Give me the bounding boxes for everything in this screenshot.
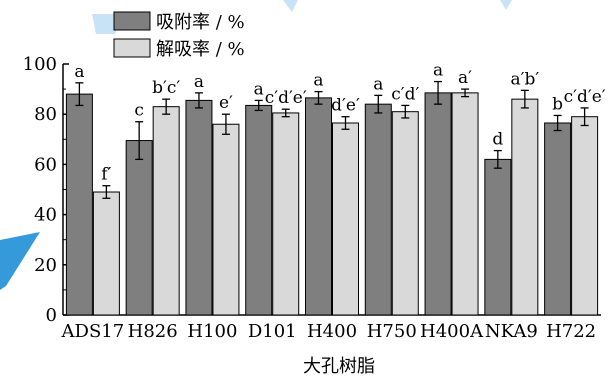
significance-label: c bbox=[134, 101, 144, 121]
x-tick-label: H826 bbox=[128, 321, 178, 342]
significance-label: a bbox=[74, 62, 84, 82]
bar-desorption bbox=[332, 122, 359, 316]
significance-label: d′e′ bbox=[331, 96, 360, 116]
bar-desorption bbox=[391, 111, 419, 316]
significance-label: e′ bbox=[219, 93, 233, 113]
bar-adsorption bbox=[305, 97, 332, 316]
bar-desorption bbox=[152, 106, 180, 316]
legend-entry: 解吸率 / % bbox=[156, 39, 245, 60]
x-tick-label: H400 bbox=[307, 321, 357, 342]
x-tick-label: D101 bbox=[248, 321, 297, 342]
bar-adsorption bbox=[544, 122, 572, 316]
x-tick-label: H750 bbox=[367, 321, 417, 342]
significance-label: a bbox=[373, 74, 383, 94]
bar-adsorption bbox=[65, 93, 93, 316]
watermark-shape bbox=[500, 0, 512, 10]
bar-adsorption bbox=[125, 140, 153, 316]
significance-label: a bbox=[313, 71, 323, 91]
x-tick-label: H722 bbox=[546, 321, 596, 342]
bars bbox=[65, 80, 599, 316]
bar-desorption bbox=[212, 123, 240, 316]
bar-adsorption bbox=[424, 92, 452, 316]
significance-label: c′d′e′ bbox=[564, 87, 606, 107]
x-tick-label: H100 bbox=[187, 321, 237, 342]
y-tick-label: 20 bbox=[34, 255, 57, 276]
y-tick-label: 40 bbox=[34, 205, 57, 226]
x-tick-label: NKA9 bbox=[485, 321, 538, 342]
bar-adsorption bbox=[484, 158, 512, 316]
axes: 0 20 40 60 80 100 ADS17 H826 H100 D101 H400 H750 H40… bbox=[23, 54, 601, 342]
significance-label: a bbox=[254, 79, 264, 99]
significance-label: f′ bbox=[101, 165, 111, 185]
legend-swatch bbox=[113, 11, 151, 31]
x-tick-label: ADS17 bbox=[61, 321, 125, 342]
watermark-shape bbox=[283, 0, 298, 12]
significance-labels: af′cb′c′ ae′a c′d′e′ad′e′ac′d′a a′da′b′b c′d… bbox=[74, 61, 605, 185]
bar-adsorption bbox=[245, 104, 273, 316]
significance-label: c′d′e′ bbox=[265, 88, 307, 108]
significance-label: a bbox=[194, 72, 204, 92]
bar-desorption bbox=[511, 98, 539, 316]
x-tick-label: H400A bbox=[420, 321, 484, 342]
bar-desorption bbox=[272, 112, 300, 316]
significance-label: a′ bbox=[458, 68, 472, 88]
y-tick-label: 0 bbox=[46, 305, 57, 326]
legend: 吸附率 / % 解吸率 / % bbox=[113, 11, 245, 60]
y-tick-label: 60 bbox=[34, 154, 57, 175]
y-tick-label: 100 bbox=[23, 54, 57, 75]
bar-desorption bbox=[571, 116, 599, 316]
legend-swatch bbox=[113, 38, 151, 58]
significance-label: a′b′ bbox=[510, 69, 539, 89]
bar-desorption bbox=[92, 191, 120, 316]
legend-entry: 吸附率 / % bbox=[156, 12, 245, 33]
significance-label: a bbox=[433, 61, 443, 81]
watermark-shape bbox=[0, 232, 40, 290]
bar-adsorption bbox=[185, 99, 213, 316]
bar-adsorption bbox=[364, 103, 392, 316]
bar-desorption bbox=[451, 92, 479, 316]
significance-label: b bbox=[552, 94, 563, 114]
significance-label: d bbox=[492, 130, 503, 150]
x-axis-label: 大孔树脂 bbox=[303, 356, 375, 376]
significance-label: c′d′ bbox=[391, 84, 419, 104]
significance-label: b′c′ bbox=[152, 78, 180, 98]
y-tick-label: 80 bbox=[34, 104, 57, 125]
